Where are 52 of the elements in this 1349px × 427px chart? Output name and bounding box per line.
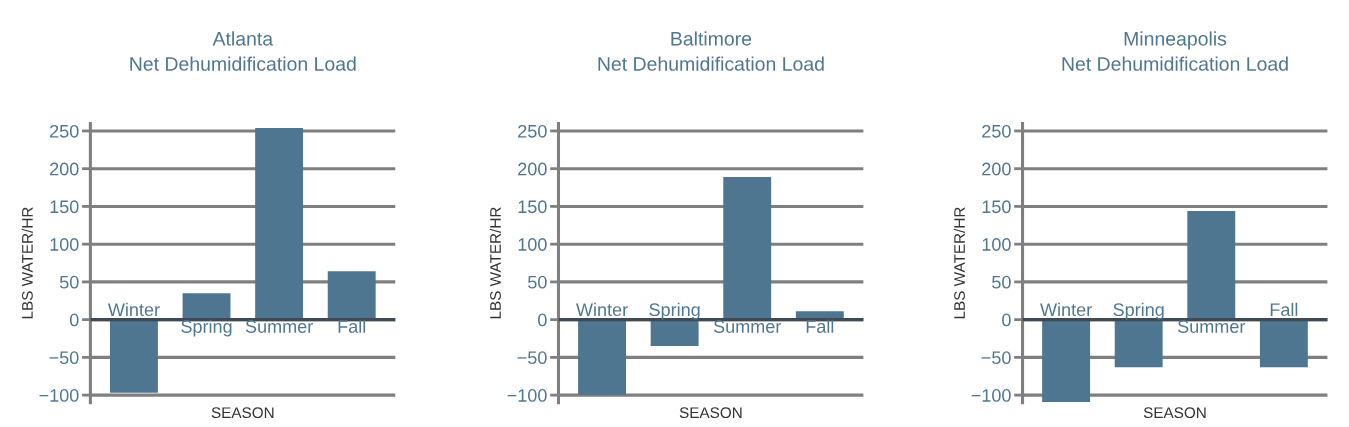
y-tick-label: 50	[59, 275, 79, 289]
y-tick-label: −50	[49, 351, 79, 365]
x-tick-label: Winter	[576, 302, 628, 317]
x-tick-label: Winter	[1040, 302, 1092, 317]
x-axis-title: SEASON	[1143, 407, 1206, 419]
bar	[255, 127, 304, 320]
bar	[578, 319, 626, 396]
x-tick-label: Fall	[338, 319, 366, 333]
y-axis-title: LBS WATER/HR	[953, 207, 965, 319]
y-tick-label: 100	[982, 238, 1011, 251]
bar	[327, 271, 376, 320]
y-tick-label: 200	[50, 162, 79, 176]
x-tick-label: Spring	[649, 302, 700, 320]
bar	[723, 176, 772, 320]
x-tick-label: Winter	[107, 302, 160, 317]
x-tick-label: Summer	[713, 320, 782, 333]
y-tick-label: 100	[518, 238, 547, 251]
y-tick-label: −100	[39, 389, 79, 402]
x-tick-label: Fall	[1270, 302, 1298, 317]
chart-title: Atlanta Net Dehumidification Load	[130, 31, 356, 71]
x-tick-label: Spring	[181, 319, 232, 337]
bar	[650, 319, 699, 347]
x-tick-label: Summer	[1177, 320, 1246, 333]
x-axis-title: SEASON	[211, 407, 274, 419]
y-axis-title: LBS WATER/HR	[21, 207, 33, 319]
chart-title: Baltimore Net Dehumidification Load	[598, 31, 824, 71]
y-tick-label: 150	[50, 200, 79, 214]
y-tick-label: 200	[982, 162, 1011, 176]
bar	[182, 293, 231, 320]
chart-title: Minneapolis Net Dehumidification Load	[1062, 31, 1288, 71]
x-axis-title: SEASON	[679, 407, 742, 419]
y-tick-label: 0	[538, 313, 547, 327]
y-tick-label: −100	[507, 389, 547, 402]
y-tick-label: −100	[971, 389, 1011, 402]
y-tick-label: 50	[992, 275, 1011, 289]
x-tick-label: Spring	[1113, 302, 1164, 320]
y-tick-label: −50	[981, 351, 1011, 365]
y-tick-label: 250	[982, 124, 1011, 138]
y-tick-label: 100	[50, 238, 79, 251]
y-tick-label: 0	[69, 313, 79, 327]
y-tick-label: 200	[518, 162, 547, 176]
y-tick-label: 250	[50, 124, 79, 138]
bar	[109, 319, 158, 393]
y-tick-label: 0	[1002, 313, 1011, 327]
y-axis-title: LBS WATER/HR	[489, 207, 501, 319]
y-tick-label: 150	[982, 200, 1011, 214]
y-tick-label: 50	[528, 275, 547, 289]
x-tick-label: Summer	[245, 320, 313, 333]
y-tick-label: 250	[518, 124, 547, 138]
y-tick-label: −50	[517, 351, 547, 365]
y-tick-label: 150	[518, 200, 547, 214]
x-tick-label: Fall	[806, 319, 834, 333]
